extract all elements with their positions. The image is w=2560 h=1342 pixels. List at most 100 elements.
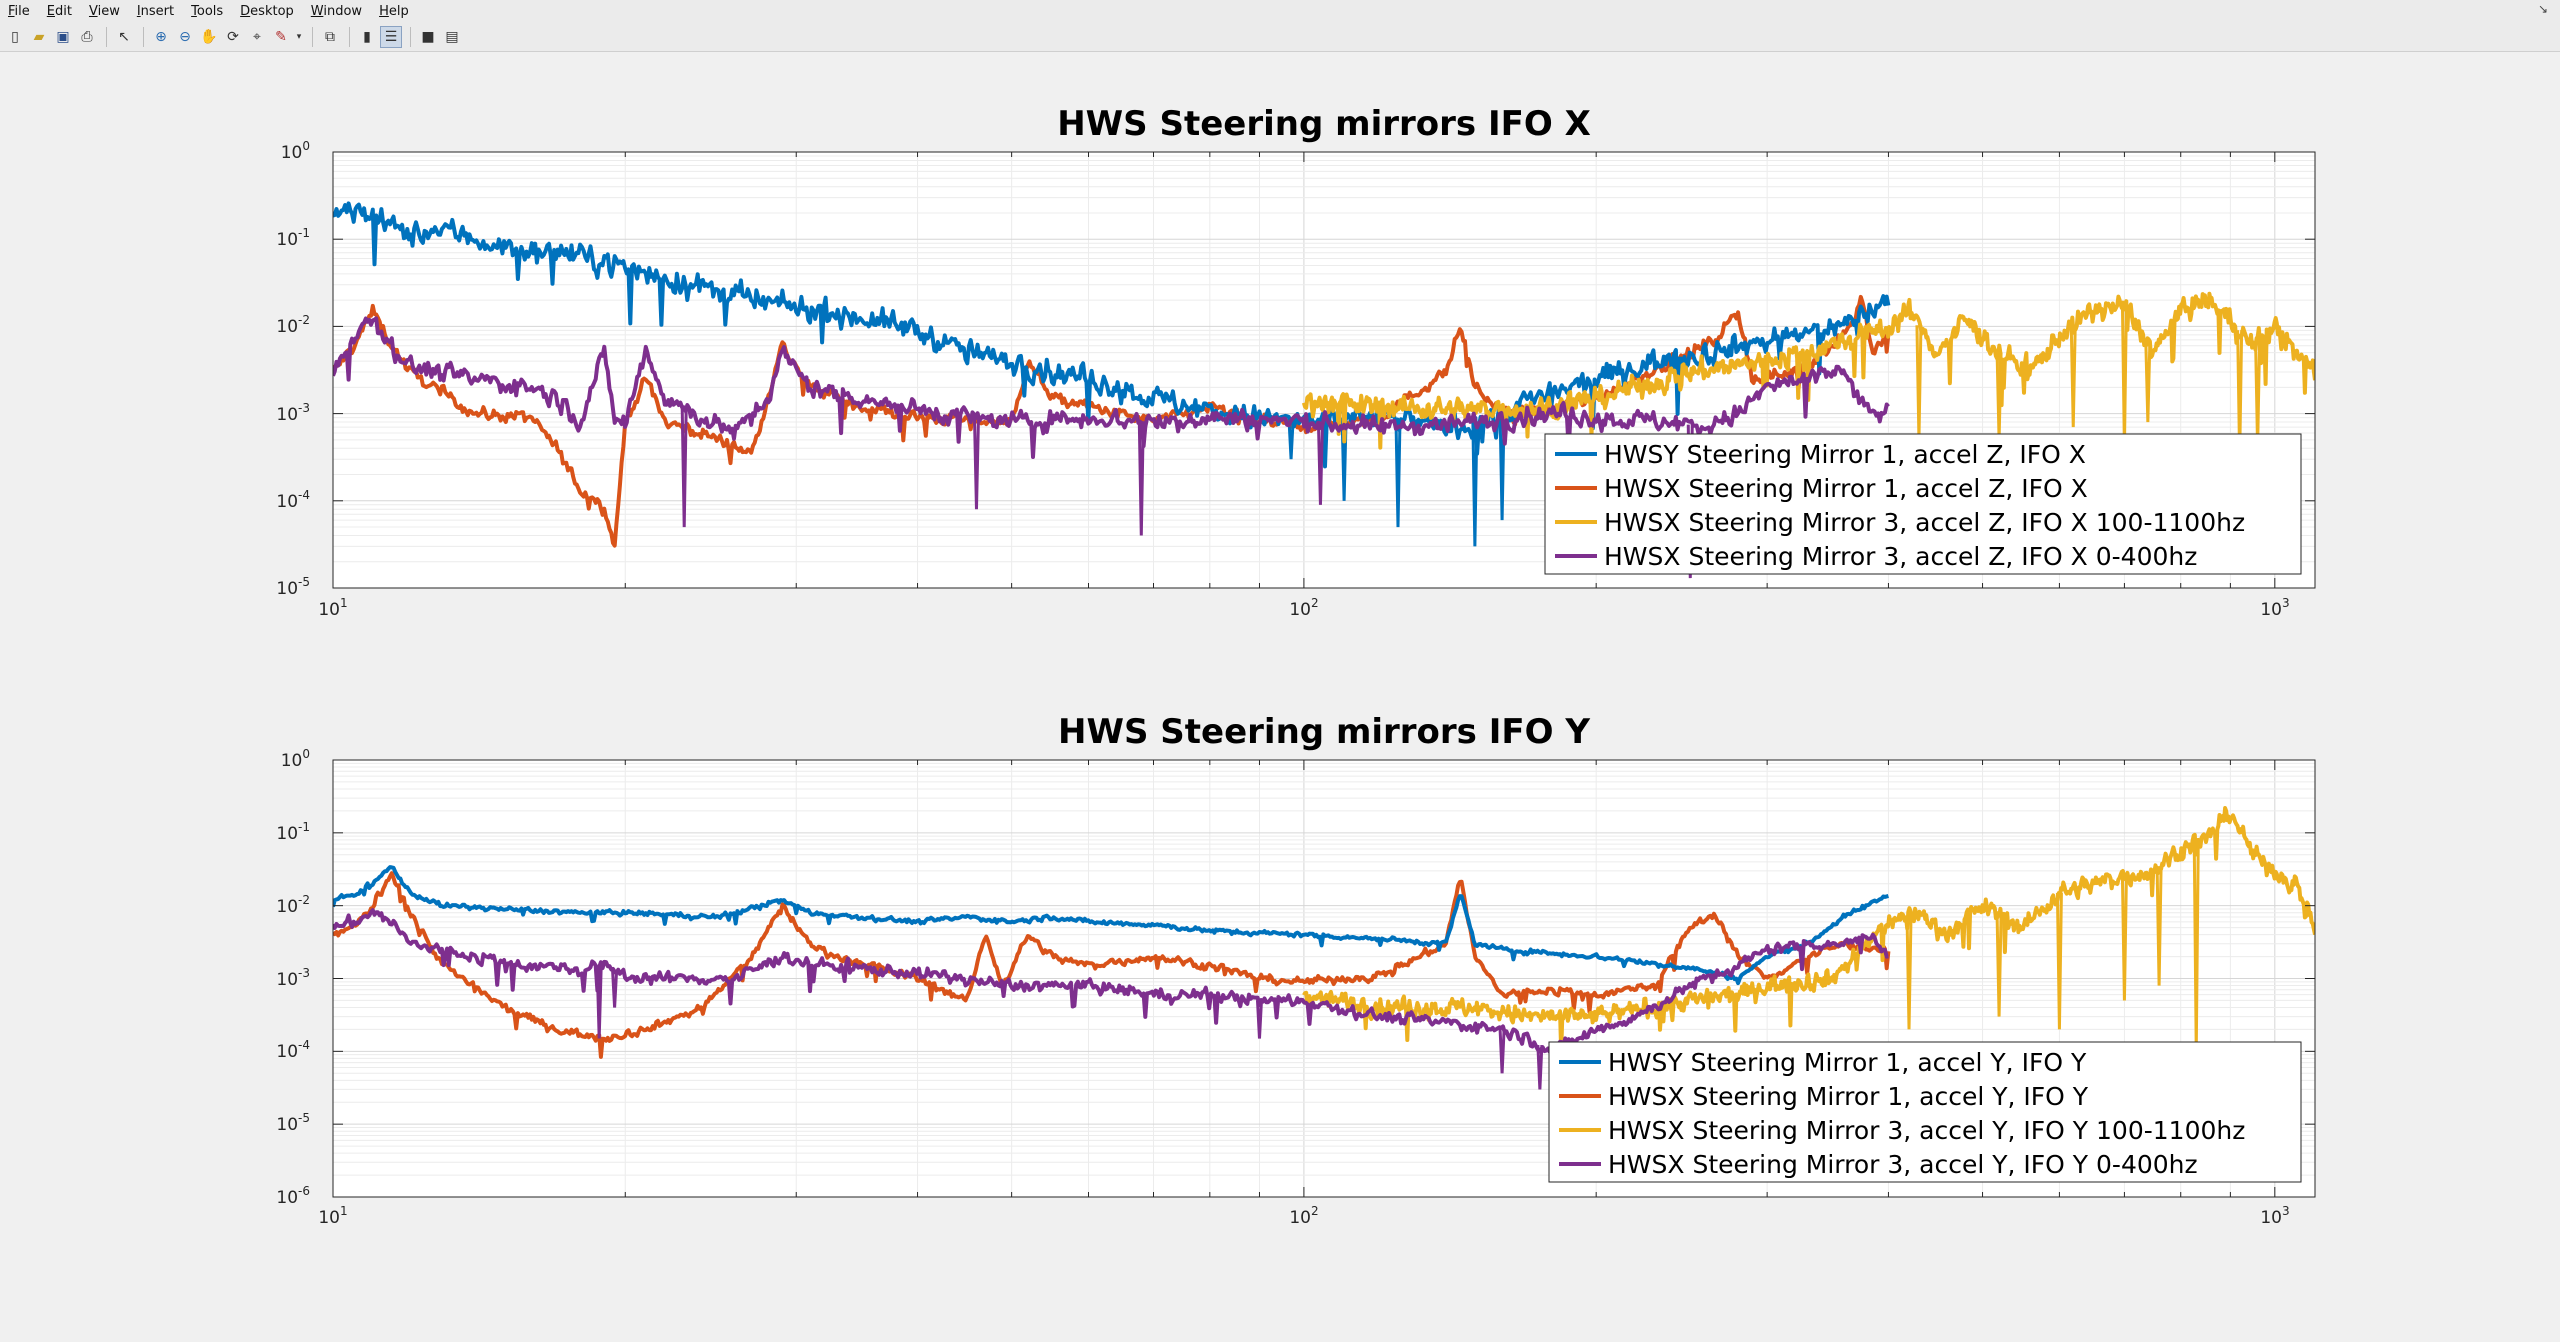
y-tick-label: 10-1 [276, 226, 310, 250]
show-plot-tools-icon[interactable]: ▤ [445, 28, 459, 45]
x-tick-label: 101 [318, 596, 347, 620]
data-cursor-icon[interactable]: ⌖ [253, 28, 261, 45]
series-spike-yellow [1995, 914, 2003, 1017]
series-line-yellow [1302, 806, 2315, 1054]
menu-desktop[interactable]: Desktop [240, 3, 294, 19]
axes-box [332, 151, 2316, 589]
legend-label: HWSX Steering Mirror 3, accel Z, IFO X 0… [1604, 542, 2197, 571]
undock-arrow-icon[interactable]: ↘ [2537, 2, 2548, 16]
legend-label: HWSX Steering Mirror 3, accel Y, IFO Y 0… [1608, 1150, 2198, 1179]
y-tick-label: 100 [281, 139, 310, 163]
tick-marks [332, 759, 2315, 1198]
series-line-orange [333, 871, 1891, 1059]
y-tick-label: 10-6 [276, 1184, 310, 1208]
y-tick-labels: 100 10-1 10-2 10-3 10-4 10-5 [276, 139, 310, 599]
plot-lines [333, 201, 2315, 579]
y-tick-label: 10-1 [276, 820, 310, 844]
chart-title: HWS Steering mirrors IFO X [1057, 104, 1591, 144]
series-spike-blue [1287, 420, 1295, 460]
y-tick-label: 10-3 [276, 401, 310, 425]
y-tick-label: 10-2 [276, 313, 310, 337]
insert-legend-icon[interactable]: ☰ [380, 25, 402, 48]
y-tick-label: 10-4 [276, 1038, 310, 1062]
series-spike-yellow [2055, 892, 2063, 1030]
menu-view[interactable]: View [88, 3, 120, 19]
legend-label: HWSX Steering Mirror 1, accel Z, IFO X [1604, 474, 2088, 503]
x-tick-label: 103 [2260, 596, 2289, 620]
x-tick-labels: 101 102 103 [318, 1204, 2289, 1228]
link-plot-icon[interactable]: ⧉ [325, 28, 335, 45]
zoom-in-icon[interactable]: ⊕ [155, 28, 167, 45]
series-spike-yellow [1905, 915, 1913, 1030]
tick-marks [332, 151, 2315, 589]
legend-box [1548, 1041, 2302, 1183]
pan-hand-icon[interactable]: ✋ [200, 28, 218, 45]
legend-label: HWSX Steering Mirror 1, accel Y, IFO Y [1608, 1082, 2089, 1111]
toolbar-separator [349, 26, 350, 47]
brush-dropdown-icon[interactable]: ▾ [296, 31, 302, 42]
zoom-out-icon[interactable]: ⊖ [179, 28, 191, 45]
toolbar-separator [143, 26, 144, 47]
figure-toolbar: ▯ ▰ ▣ ⎙ ↖ ⊕ ⊖ ✋ ⟳ ⌖ ✎ ▾ ⧉ ▮ ☰ ■ ▤ [0, 22, 2560, 52]
legend-label: HWSY Steering Mirror 1, accel Y, IFO Y [1608, 1048, 2087, 1077]
series-spike-yellow [2120, 876, 2128, 1001]
legend-label: HWSY Steering Mirror 1, accel Z, IFO X [1604, 440, 2086, 469]
series-spike-purple [1137, 421, 1145, 536]
chart-title: HWS Steering mirrors IFO Y [1058, 712, 1590, 752]
y-tick-label: 10-4 [276, 488, 310, 512]
series-spike-purple [1498, 1029, 1506, 1074]
save-icon[interactable]: ▣ [56, 28, 70, 45]
open-file-icon[interactable]: ▰ [33, 28, 45, 45]
series-spike-purple [1255, 1000, 1263, 1039]
menu-bar: File Edit View Insert Tools Desktop Wind… [0, 0, 2560, 22]
figure-canvas: HWS Steering mirrors IFO X 101 102 103 1… [0, 53, 2560, 1338]
x-tick-label: 102 [1289, 596, 1318, 620]
legend-ifo-x[interactable]: HWSY Steering Mirror 1, accel Z, IFO X H… [1544, 433, 2302, 575]
legend-ifo-y[interactable]: HWSY Steering Mirror 1, accel Y, IFO Y H… [1548, 1041, 2302, 1183]
legend-box [1544, 433, 2302, 575]
y-tick-label: 10-3 [276, 966, 310, 990]
x-tick-label: 101 [318, 1204, 347, 1228]
legend-label: HWSX Steering Mirror 3, accel Z, IFO X 1… [1604, 508, 2245, 537]
x-tick-label: 102 [1289, 1204, 1318, 1228]
y-tick-label: 10-5 [276, 575, 310, 599]
menu-edit[interactable]: Edit [46, 3, 72, 19]
axes-ifo-y[interactable]: HWS Steering mirrors IFO Y 101 102 103 1… [276, 712, 2316, 1228]
series-line-blue [333, 865, 1889, 986]
y-tick-label: 10-2 [276, 893, 310, 917]
series-spike-blue [1340, 417, 1348, 501]
x-tick-labels: 101 102 103 [318, 596, 2289, 620]
plot-lines [333, 806, 2315, 1090]
toolbar-separator [106, 26, 107, 47]
axes-ifo-x[interactable]: HWS Steering mirrors IFO X 101 102 103 1… [276, 104, 2316, 620]
figure-svg: HWS Steering mirrors IFO X 101 102 103 1… [276, 104, 2316, 1228]
y-tick-labels: 100 10-1 10-2 10-3 10-4 10-5 10-6 [276, 747, 310, 1208]
toolbar-separator [312, 26, 313, 47]
series-line-purple [333, 908, 1889, 1054]
series-spike-yellow [2144, 343, 2152, 423]
brush-icon[interactable]: ✎ [275, 28, 287, 45]
series-line-purple [333, 316, 1890, 459]
y-tick-label: 100 [281, 747, 310, 771]
menu-insert[interactable]: Insert [136, 3, 175, 19]
rotate-3d-icon[interactable]: ⟳ [227, 28, 239, 45]
menu-file[interactable]: File [8, 3, 30, 19]
series-spike-blue [1471, 422, 1479, 547]
series-spike-blue [1394, 419, 1402, 528]
y-tick-label: 10-5 [276, 1111, 310, 1135]
series-spike-purple [595, 966, 603, 1039]
print-icon[interactable]: ⎙ [81, 28, 93, 45]
toolbar-separator [410, 26, 411, 47]
series-spike-yellow [2069, 325, 2077, 428]
hide-plot-tools-icon[interactable]: ■ [421, 28, 435, 45]
legend-label: HWSX Steering Mirror 3, accel Y, IFO Y 1… [1608, 1116, 2245, 1145]
insert-colorbar-icon[interactable]: ▮ [363, 28, 371, 45]
edit-plot-arrow-icon[interactable]: ↖ [118, 28, 130, 45]
series-spike-purple [1536, 1044, 1544, 1090]
menu-tools[interactable]: Tools [191, 3, 224, 19]
series-spike-purple [611, 970, 619, 1008]
new-figure-icon[interactable]: ▯ [11, 28, 19, 45]
series-line-blue [333, 201, 1891, 469]
menu-help[interactable]: Help [379, 3, 409, 19]
menu-window[interactable]: Window [310, 3, 363, 19]
